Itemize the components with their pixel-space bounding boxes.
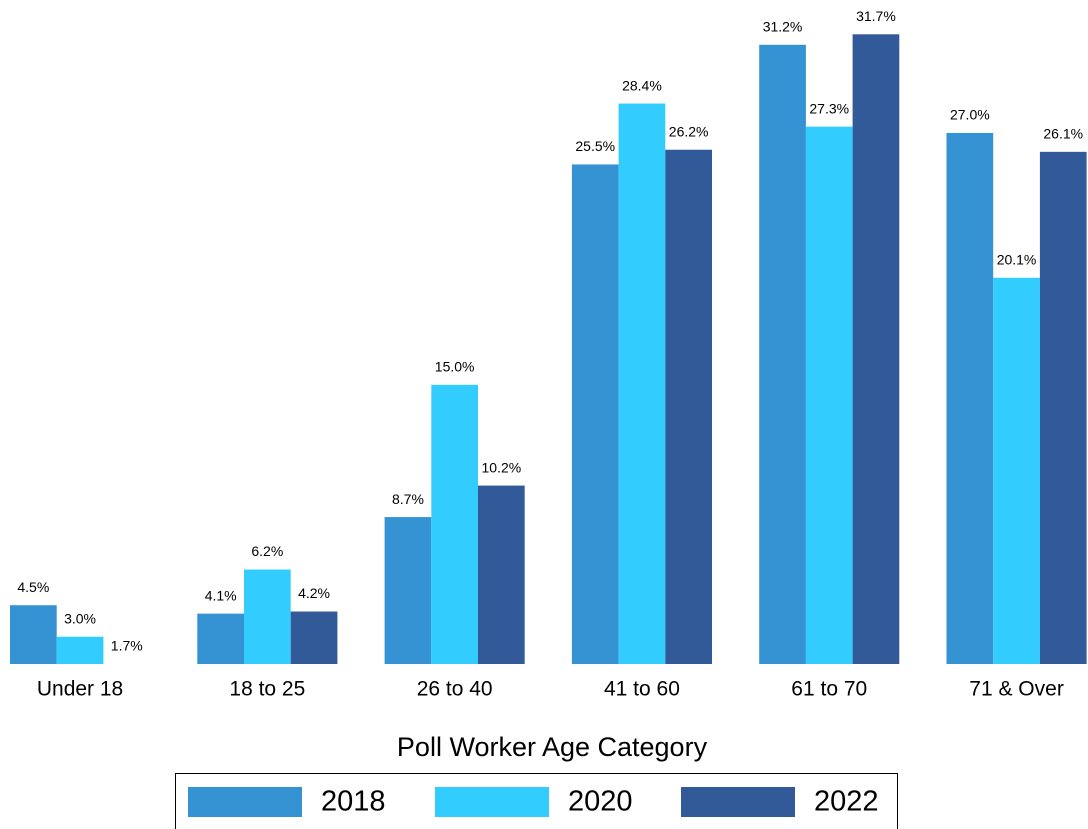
data-label: 26.2% [669,123,709,139]
data-label: 20.1% [997,251,1037,267]
x-tick-label: 18 to 25 [229,678,305,701]
data-label: 31.7% [856,8,896,24]
legend-label: 2018 [321,786,386,818]
legend-label: 2020 [568,786,633,818]
bar [665,149,712,665]
data-label: 3.0% [64,610,96,626]
bar [993,277,1040,664]
data-label: 31.2% [763,18,803,34]
legend-swatch [188,787,302,817]
bar [384,517,432,664]
bar [478,485,525,664]
data-label: 10.2% [481,459,521,475]
x-tick-label: 71 & Over [969,678,1064,701]
bar [805,126,853,665]
bar [571,164,619,664]
x-tick-label: 61 to 70 [791,678,867,701]
data-label: 4.2% [298,585,330,601]
x-axis-title: Poll Worker Age Category [397,732,708,762]
data-label: 27.0% [950,107,990,123]
bar [197,613,244,664]
legend-label: 2022 [814,786,879,818]
bar [290,611,338,664]
data-label: 6.2% [251,543,283,559]
bar [244,569,291,664]
data-label: 8.7% [392,491,424,507]
data-label: 26.1% [1043,126,1083,142]
bar [431,384,478,664]
data-label: 27.3% [809,100,849,116]
bar [10,605,57,664]
x-tick-label: 41 to 60 [604,678,680,701]
x-tick-label: Under 18 [37,678,123,701]
legend-swatch [435,787,549,817]
x-tick-label: 26 to 40 [417,678,493,701]
legend-box [175,773,898,829]
data-label: 1.7% [111,638,143,654]
data-label: 28.4% [622,77,662,93]
data-label: 4.1% [205,587,237,603]
bar [759,44,806,665]
data-label: 4.5% [17,579,49,595]
bar [1039,151,1087,665]
data-label: 25.5% [575,138,615,154]
bar [618,103,666,665]
bar [56,636,104,664]
legend-swatch [681,787,795,817]
bar [946,132,994,664]
data-label: 15.0% [435,359,475,375]
bar [852,34,900,664]
